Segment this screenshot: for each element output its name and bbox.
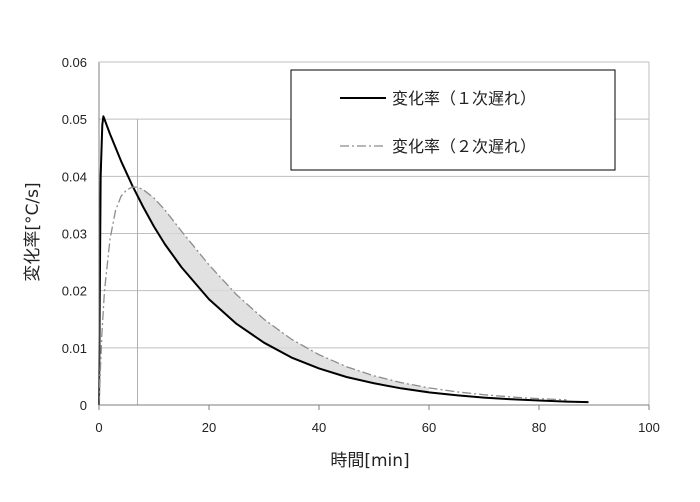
x-tick-label: 0 (95, 420, 102, 435)
series-line-second-order (98, 186, 567, 406)
x-tick-label: 60 (422, 420, 436, 435)
y-tick-label: 0.04 (62, 169, 87, 184)
y-tick-label: 0.01 (62, 341, 87, 356)
x-tick-label: 80 (532, 420, 546, 435)
y-tick-label: 0 (80, 398, 87, 413)
series-line-first-order (98, 115, 589, 406)
tick-labels: 0 0.01 0.02 0.03 0.04 0.05 0.06 0 20 40 60 80 100 (62, 55, 660, 435)
y-tick-label: 0.02 (62, 284, 87, 299)
legend: 変化率（１次遅れ） 変化率（２次遅れ） (290, 69, 616, 171)
y-tick-label: 0.05 (62, 112, 87, 127)
legend-box (290, 69, 616, 171)
difference-shading (137, 187, 429, 393)
shaded-difference-area (137, 187, 429, 393)
x-axis-title: 時間[min] (330, 451, 409, 471)
x-tick-label: 100 (638, 420, 660, 435)
legend-label-first-order: 変化率（１次遅れ） (392, 89, 536, 108)
x-tick-label: 40 (312, 420, 326, 435)
y-tick-label: 0.06 (62, 55, 87, 70)
series-lines (98, 115, 589, 406)
axes (98, 61, 650, 410)
y-axis-title: 変化率[°C/s] (23, 182, 43, 281)
legend-label-second-order: 変化率（２次遅れ） (392, 137, 536, 156)
y-tick-label: 0.03 (62, 227, 87, 242)
x-tick-label: 20 (202, 420, 216, 435)
